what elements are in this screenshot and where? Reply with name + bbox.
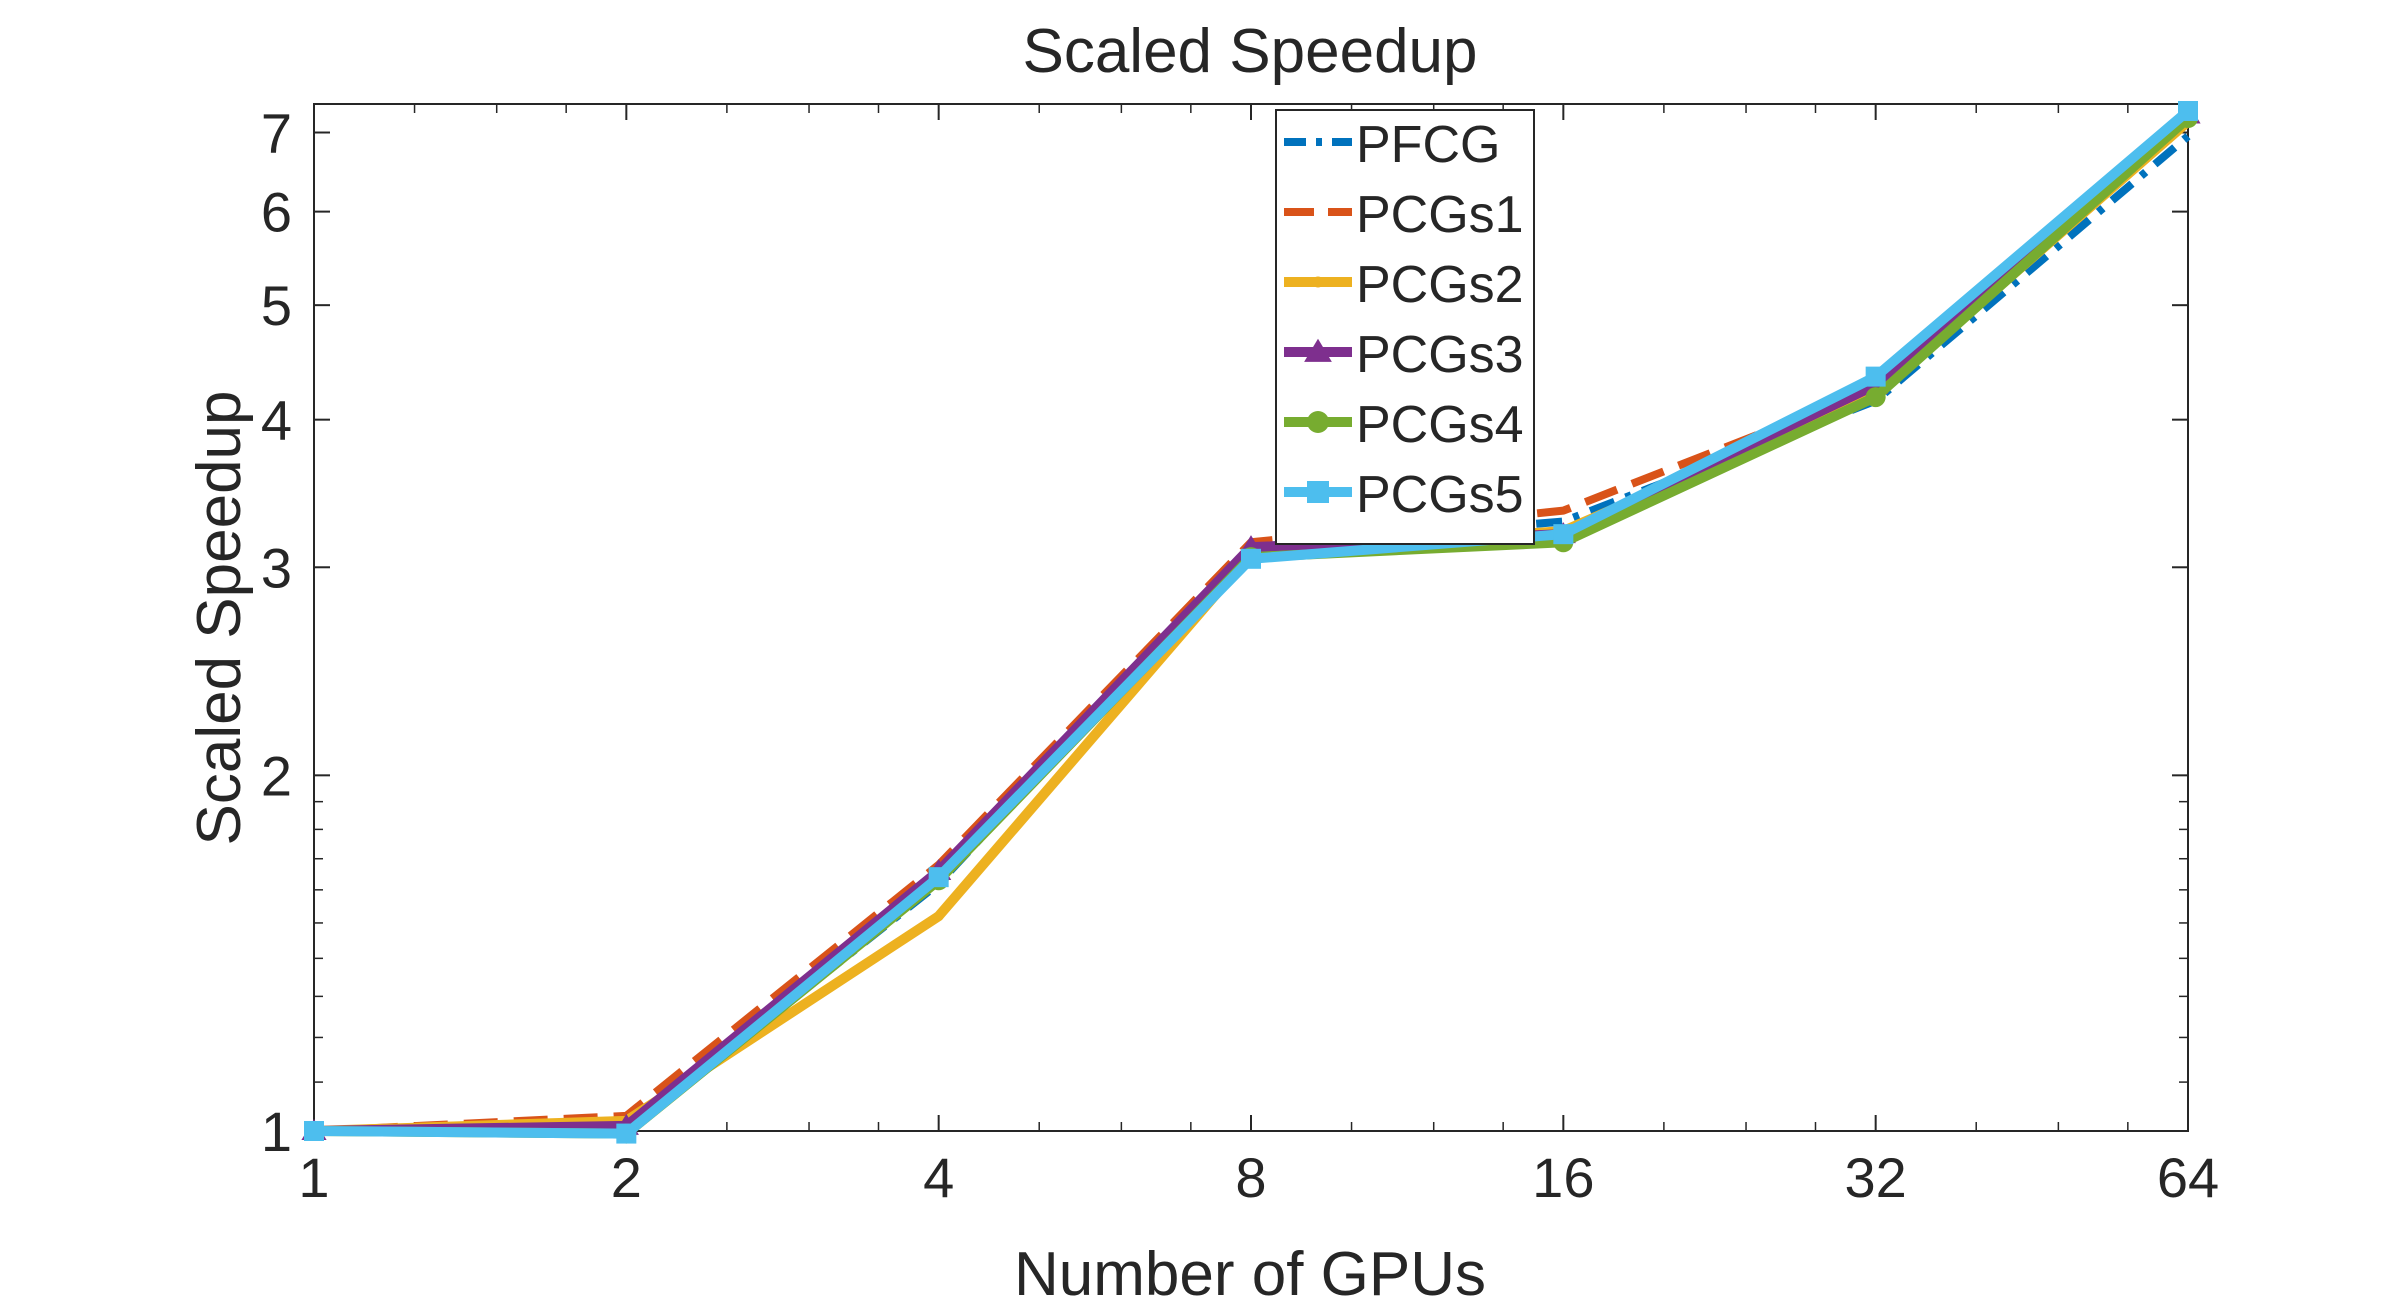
x-tick-label-2: 2 (611, 1146, 642, 1209)
y-tick-label-7: 7 (261, 102, 292, 165)
data-point-PCGs5-4 (928, 867, 949, 888)
legend-label-PCGs4: PCGs4 (1356, 396, 1524, 454)
y-tick-label-6: 6 (261, 181, 292, 244)
legend-label-PCGs2: PCGs2 (1356, 256, 1524, 314)
legend-entry-PCGs1: PCGs1 (1284, 186, 1524, 244)
data-point-PCGs5-64 (2178, 100, 2198, 121)
legend-label-PFCG: PFCG (1356, 116, 1500, 174)
x-tick-label-16: 16 (1532, 1146, 1594, 1209)
y-tick-label-3: 3 (261, 536, 292, 599)
x-tick-label-4: 4 (923, 1146, 954, 1209)
legend-entry-PFCG: PFCG (1284, 116, 1500, 174)
data-point-PCGs4-32 (1865, 387, 1886, 408)
series-layer (301, 100, 2201, 1144)
data-point-PCGs5-16 (1553, 524, 1574, 545)
y-tick-label-5: 5 (261, 274, 292, 337)
data-point-PCGs5-8 (1241, 548, 1261, 569)
legend-marker-PCGs5 (1307, 481, 1329, 503)
legend-label-PCGs3: PCGs3 (1356, 326, 1524, 384)
x-tick-label-1: 1 (298, 1146, 329, 1209)
data-point-PCGs5-2 (616, 1123, 637, 1144)
legend-box (1275, 109, 1535, 545)
y-axis-label: Scaled Speedup (185, 390, 254, 845)
y-tick-label-1: 1 (261, 1100, 292, 1163)
legend-entry-PCGs2: PCGs2 (1284, 256, 1524, 314)
x-tick-label-32: 32 (1845, 1146, 1907, 1209)
legend-label-PCGs1: PCGs1 (1356, 186, 1524, 244)
y-tick-label-2: 2 (261, 744, 292, 807)
legend-marker-PCGs3 (1304, 338, 1332, 362)
series-PCGs5 (304, 100, 2198, 1144)
x-axis-label: Number of GPUs (1014, 1240, 1486, 1307)
x-tick-label-8: 8 (1235, 1146, 1266, 1209)
data-point-PCGs5-32 (1865, 366, 1886, 387)
legend-entry-PCGs3: PCGs3 (1284, 326, 1524, 384)
legend: PFCG PCGs1 PCGs2 PCGs3 PCGs4 PCGs5 (1275, 109, 1535, 545)
x-tick-label-64: 64 (2157, 1146, 2219, 1209)
data-point-PCGs2-4 (933, 911, 944, 922)
legend-marker-PCGs2 (1312, 276, 1324, 288)
legend-entry-PCGs4: PCGs4 (1284, 396, 1524, 454)
legend-label-PCGs5: PCGs5 (1356, 466, 1524, 524)
legend-marker-PCGs4 (1307, 411, 1329, 433)
y-tick-label-4: 4 (261, 389, 292, 452)
legend-entry-PCGs5: PCGs5 (1284, 466, 1524, 524)
ticks-layer: 1 2 4 8 16 32 64 1 2 3 4 5 6 7 (261, 102, 2219, 1209)
data-point-PCGs5-1 (304, 1121, 324, 1141)
chart-title: Scaled Speedup (1022, 17, 1477, 86)
